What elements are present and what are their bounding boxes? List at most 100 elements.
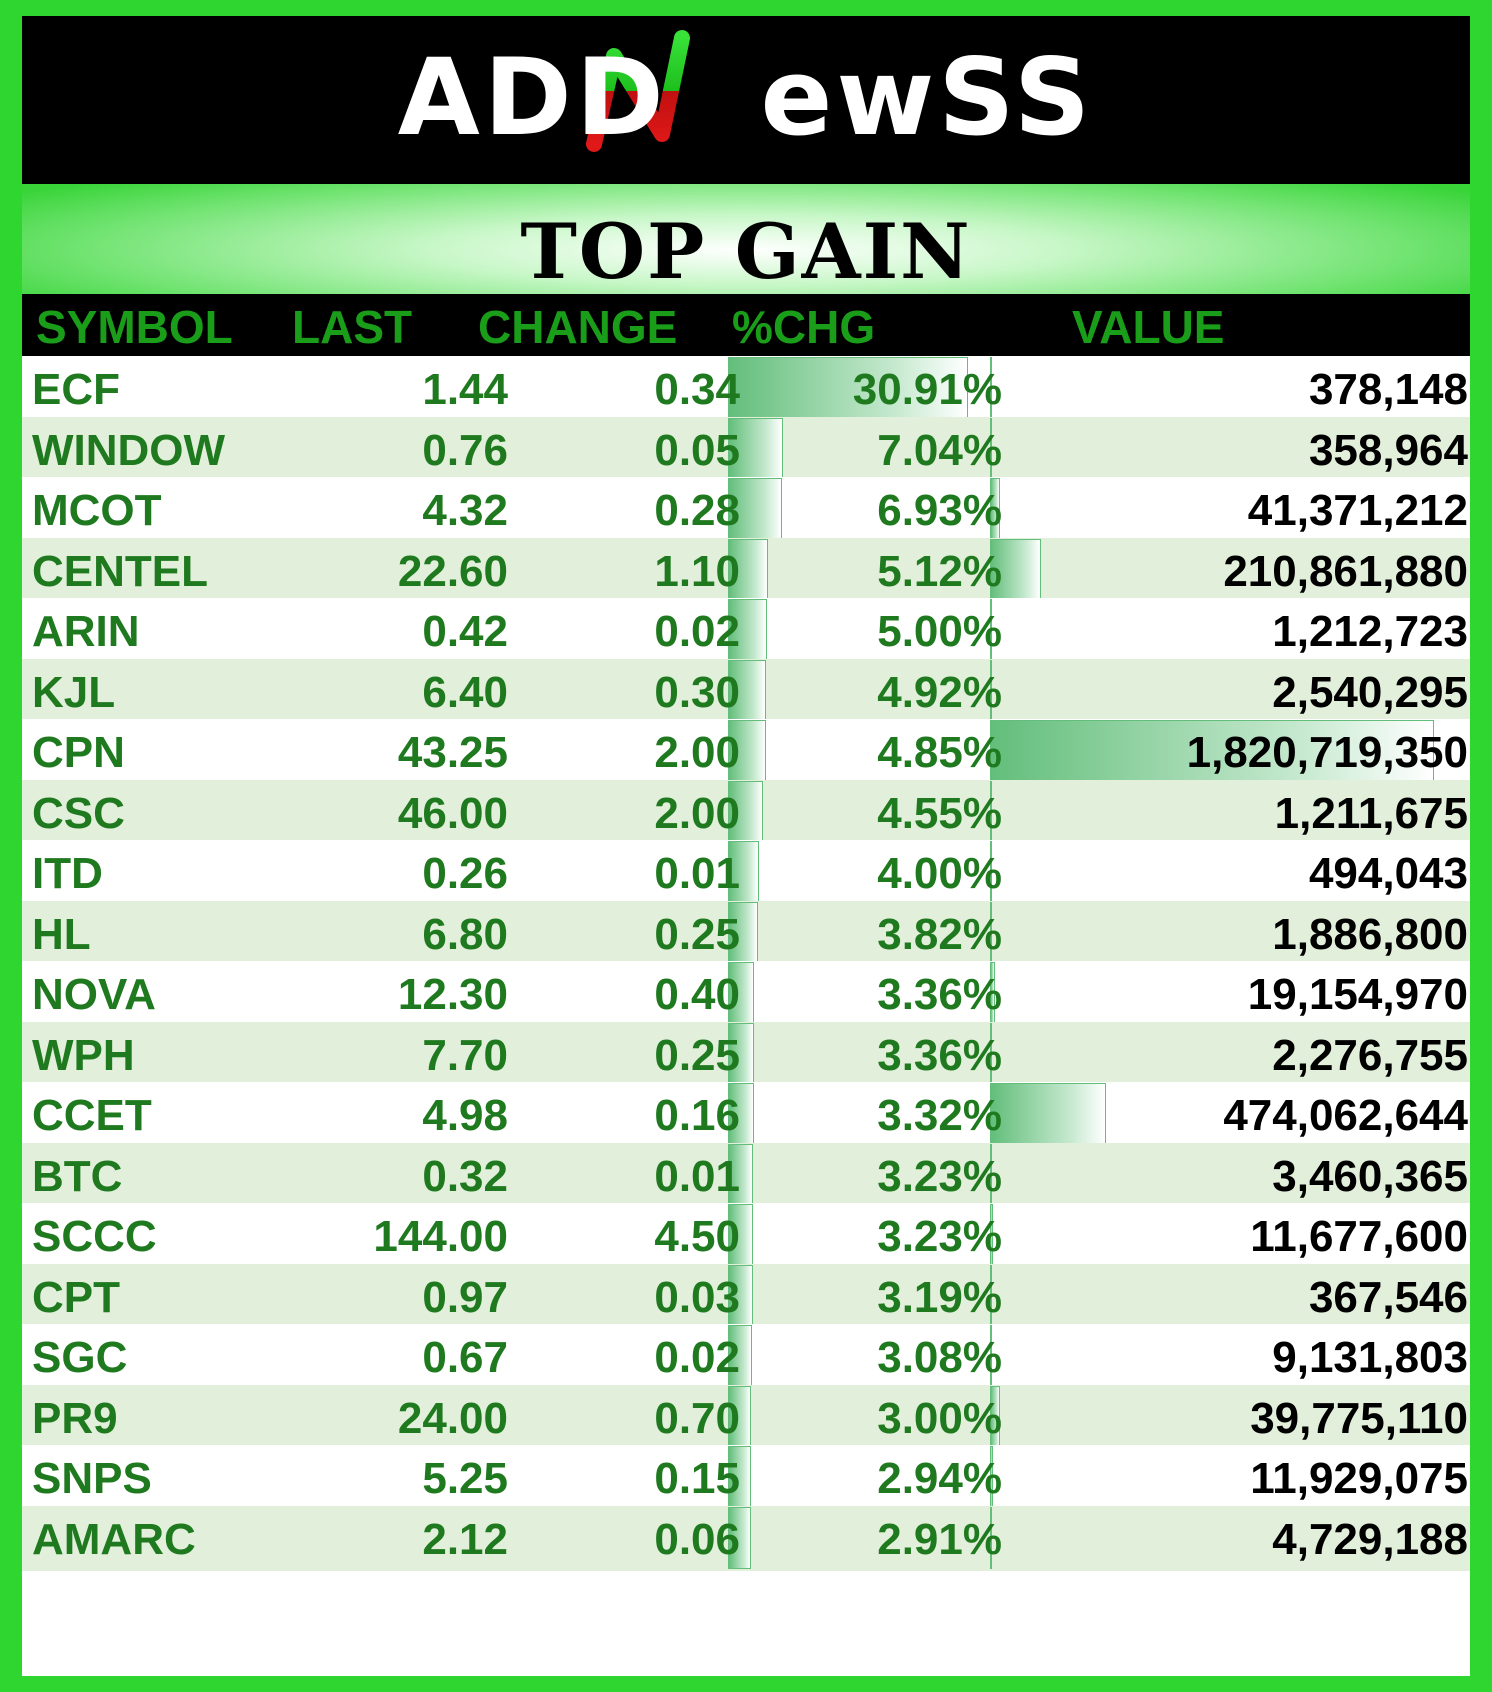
cell-change: 0.02 [654,607,740,656]
table-row[interactable]: CENTEL 22.60 1.10 5.12% 210,861,880 [22,537,1470,603]
logo-text: ADDNewSS [397,36,1095,159]
cell-value: 378,148 [1308,365,1468,414]
table-row[interactable]: BTC 0.32 0.01 3.23% 3,460,365 [22,1142,1470,1208]
cell-value: 3,460,365 [1272,1151,1468,1201]
table-row[interactable]: CSC 46.00 2.00 4.55% 1,211,675 [22,779,1470,845]
cell-symbol: CCET [32,1091,152,1140]
table-row[interactable]: MCOT 4.32 0.28 6.93% 41,371,212 [22,477,1470,542]
cell-value: 1,211,675 [1274,788,1468,838]
logo-bar: ADDNewSS [22,16,1470,184]
cell-symbol: CPN [32,728,125,777]
cell-symbol: SGC [32,1333,128,1382]
table-row[interactable]: AMARC 2.12 0.06 2.91% 4,729,188 [22,1505,1470,1571]
cell-change: 0.34 [654,365,740,414]
cell-last: 0.26 [422,849,508,898]
cell-pct-change: 2.94% [877,1454,1002,1503]
logo-n-mark-icon [586,30,690,152]
cell-pct-change: 5.00% [877,607,1002,656]
cell-pct-change: 3.36% [877,970,1002,1019]
cell-value: 474,062,644 [1223,1091,1468,1140]
table-row[interactable]: SCCC 144.00 4.50 3.23% 11,677,600 [22,1203,1470,1268]
cell-change: 0.25 [654,1030,740,1080]
table-header: SYMBOL LAST CHANGE %CHG VALUE [22,294,1470,356]
table-row[interactable]: ECF 1.44 0.34 30.91% 378,148 [22,356,1470,421]
cell-symbol: PR9 [32,1393,118,1443]
cell-last: 7.70 [422,1030,508,1080]
cell-pct-change: 3.32% [877,1091,1002,1140]
cell-pct-change: 3.19% [877,1272,1002,1322]
cell-symbol: MCOT [32,486,162,535]
cell-pct-change: 3.36% [877,1030,1002,1080]
cell-value: 367,546 [1308,1272,1468,1322]
cell-change: 0.30 [654,667,740,717]
cell-last: 0.42 [422,607,508,656]
header-change: CHANGE [478,301,678,353]
cell-last: 1.44 [422,365,508,414]
cell-change: 0.03 [654,1272,740,1322]
table-row[interactable]: NOVA 12.30 0.40 3.36% 19,154,970 [22,961,1470,1026]
table-row[interactable]: KJL 6.40 0.30 4.92% 2,540,295 [22,658,1470,724]
cell-pct-change: 4.92% [877,667,1002,717]
table-row[interactable]: CPN 43.25 2.00 4.85% 1,820,719,350 [22,719,1470,784]
cell-value: 19,154,970 [1247,970,1468,1019]
cell-symbol: CSC [32,788,125,838]
cell-symbol: NOVA [32,970,156,1019]
cell-pct-change: 6.93% [877,486,1002,535]
cell-last: 12.30 [397,970,508,1019]
table-row[interactable]: SGC 0.67 0.02 3.08% 9,131,803 [22,1324,1470,1389]
table-row[interactable]: CCET 4.98 0.16 3.32% 474,062,644 [22,1082,1470,1147]
cell-value: 4,729,188 [1272,1514,1468,1564]
table-row[interactable]: CPT 0.97 0.03 3.19% 367,546 [22,1263,1470,1329]
cell-value: 2,540,295 [1272,667,1468,717]
table-row[interactable]: HL 6.80 0.25 3.82% 1,886,800 [22,900,1470,966]
cell-value: 1,212,723 [1272,607,1468,656]
cell-pct-change: 3.23% [877,1151,1002,1201]
cell-last: 5.25 [422,1454,508,1503]
cell-symbol: CPT [32,1272,120,1322]
table-row[interactable]: PR9 24.00 0.70 3.00% 39,775,110 [22,1384,1470,1450]
cell-symbol: SCCC [32,1212,157,1261]
pct-databar [728,538,768,601]
table-row[interactable]: WINDOW 0.76 0.05 7.04% 358,964 [22,416,1470,482]
cell-change: 4.50 [654,1212,740,1261]
cell-pct-change: 7.04% [877,425,1002,475]
cell-last: 0.76 [422,425,508,475]
title-band: TOP GAIN [22,184,1470,294]
value-databar [990,720,1434,782]
cell-symbol: HL [32,909,91,959]
cell-pct-change: 2.91% [877,1514,1002,1564]
cell-value: 2,276,755 [1272,1030,1468,1080]
cell-last: 4.32 [422,486,508,535]
cell-value: 11,677,600 [1250,1212,1468,1261]
cell-value: 358,964 [1308,425,1468,475]
cell-symbol: WINDOW [32,425,226,475]
cell-change: 0.02 [654,1333,740,1382]
pct-databar [728,1022,755,1085]
cell-pct-change: 3.08% [877,1333,1002,1382]
table-row[interactable]: ARIN 0.42 0.02 5.00% 1,212,723 [22,598,1470,663]
table-row[interactable]: ITD 0.26 0.01 4.00% 494,043 [22,840,1470,905]
cell-pct-change: 4.55% [877,788,1002,838]
cell-last: 144.00 [373,1212,508,1261]
cell-change: 0.01 [654,1151,740,1201]
cell-change: 0.40 [654,970,740,1019]
cell-value: 9,131,803 [1272,1333,1468,1382]
cell-change: 1.10 [654,546,740,596]
pct-databar [728,1143,754,1206]
cell-last: 0.97 [422,1272,508,1322]
table-row[interactable]: SNPS 5.25 0.15 2.94% 11,929,075 [22,1445,1470,1510]
cell-last: 4.98 [422,1091,508,1140]
table-row[interactable]: WPH 7.70 0.25 3.36% 2,276,755 [22,1021,1470,1087]
header-symbol: SYMBOL [36,301,233,353]
cell-symbol: WPH [32,1030,135,1080]
cell-change: 0.15 [654,1454,740,1503]
cell-pct-change: 3.82% [877,909,1002,959]
cell-symbol: BTC [32,1151,123,1201]
cell-change: 2.00 [654,728,740,777]
cell-value: 41,371,212 [1247,486,1468,535]
cell-symbol: ARIN [32,607,140,656]
cell-last: 22.60 [397,546,508,596]
cell-change: 0.05 [654,425,740,475]
value-databar [990,1506,992,1569]
cell-symbol: KJL [32,667,116,717]
